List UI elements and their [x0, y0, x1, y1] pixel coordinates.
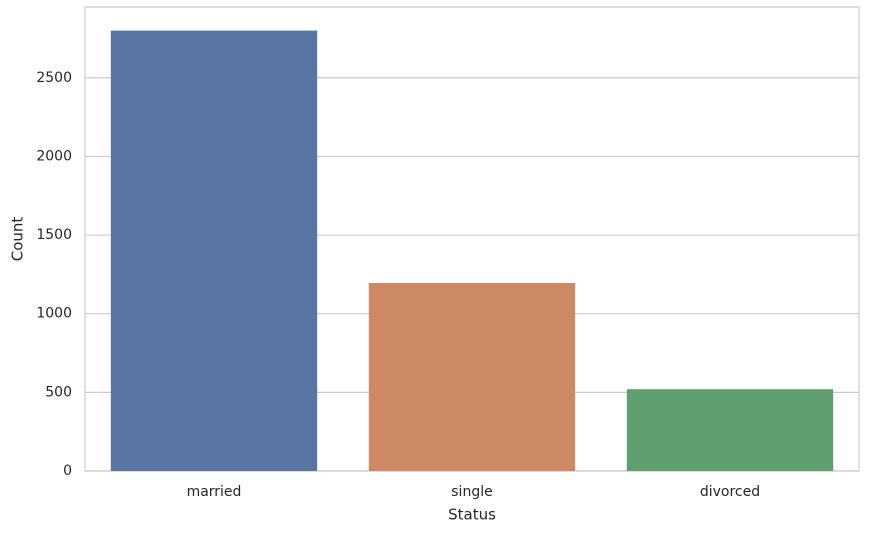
x-axis-label: Status	[448, 506, 496, 524]
y-tick-label: 2500	[36, 70, 72, 86]
y-tick-label: 1500	[36, 227, 72, 243]
y-tick-label: 2000	[36, 148, 72, 164]
y-tick-label: 500	[45, 384, 72, 400]
y-axis-label: Count	[9, 217, 27, 262]
x-tick-label: divorced	[700, 484, 760, 500]
x-tick-label: married	[187, 484, 242, 500]
bar	[626, 389, 834, 471]
y-tick-label: 0	[63, 463, 72, 479]
x-tick-label: single	[451, 484, 492, 500]
y-tick-label: 1000	[36, 306, 72, 322]
bar	[368, 283, 576, 471]
bar	[110, 30, 318, 471]
